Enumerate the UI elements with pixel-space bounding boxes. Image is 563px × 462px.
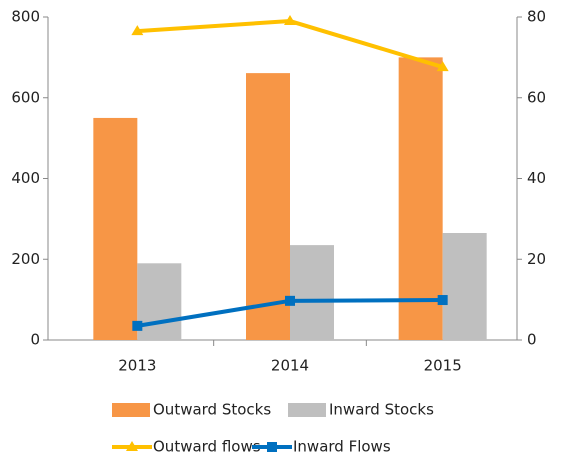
y2-tick-label: 60 [527,88,546,106]
line-marker [126,441,138,451]
y2-tick-label: 0 [527,331,537,349]
line-marker [436,61,449,72]
legend-label: Outward flows [153,438,261,456]
bar [290,245,334,340]
y2-tick-label: 20 [527,250,546,268]
legend-label: Inward Flows [293,438,391,456]
line-marker [285,295,295,306]
bar [398,57,443,340]
legend-swatch [288,403,326,417]
bar [137,263,182,340]
x-tick-label: 2013 [118,357,156,375]
bar [93,117,138,340]
y-tick-label: 0 [30,331,40,349]
line-marker [437,295,448,306]
x-tick-label: 2014 [271,357,309,375]
series-line [137,19,444,69]
y-tick-label: 400 [11,169,40,187]
y2-tick-label: 80 [527,8,546,26]
x-tick-label: 2015 [424,357,462,375]
bar [442,233,487,340]
y2-tick-label: 40 [527,169,546,187]
bar [246,73,290,340]
line-marker [267,442,277,452]
legend-label: Outward Stocks [153,401,271,419]
y-tick-label: 800 [11,8,40,26]
line-marker [284,15,296,26]
y-tick-label: 600 [11,88,40,106]
legend-label: Inward Stocks [329,401,434,419]
y-tick-label: 200 [11,250,40,268]
legend-swatch [112,403,150,417]
line-marker [132,320,143,331]
line-marker [131,25,144,36]
